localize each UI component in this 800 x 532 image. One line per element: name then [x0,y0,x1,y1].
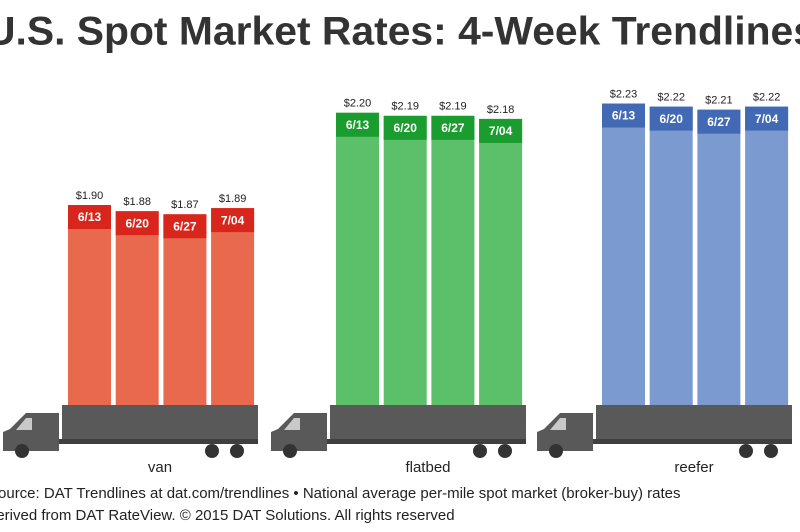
bar-band [745,106,789,131]
value-label: $2.20 [344,98,372,110]
week-label: 7/04 [489,124,513,138]
week-label: 6/20 [394,121,418,135]
truck-cab [537,413,593,451]
week-label: 6/20 [660,112,684,126]
cab-window [550,418,566,430]
wheel [283,444,297,458]
week-label: 6/13 [78,210,102,224]
value-label: $1.90 [76,190,104,202]
bar [697,109,741,405]
truck-cab [3,413,59,451]
week-label: 7/04 [755,112,779,126]
bar-band [479,118,523,143]
bar [336,112,379,405]
bar [115,211,159,405]
source-line: derived from DAT RateView. © 2015 DAT So… [0,507,455,524]
cab-window [284,418,300,430]
value-label: $2.19 [439,101,467,113]
value-label: $1.87 [171,199,199,211]
bar [649,106,693,405]
group-label: flatbed [405,459,450,476]
source-line: Source: DAT Trendlines at dat.com/trendl… [0,485,681,502]
value-label: $2.21 [705,95,733,107]
trailer [330,405,526,439]
bar-band [431,115,475,140]
value-label: $1.88 [123,196,151,208]
bar-band [649,106,693,131]
week-label: 6/13 [612,109,636,123]
bar [745,106,789,405]
trailer-bed [592,439,792,444]
bar-band [602,103,645,128]
bar-band [163,214,207,239]
wheel [15,444,29,458]
wheel [230,444,244,458]
bar [602,103,645,406]
trailer [62,405,258,439]
value-label: $2.23 [610,88,638,100]
chart-title: U.S. Spot Market Rates: 4-Week Trendline… [0,10,800,54]
bar-band [383,115,427,140]
cab-window [16,418,32,430]
value-label: $2.19 [391,101,419,113]
week-label: 6/20 [126,216,150,230]
value-label: $1.89 [219,193,247,205]
bar-band [68,205,111,230]
bar-band [211,208,255,233]
value-label: $2.22 [753,92,781,104]
trailer [596,405,792,439]
trailer-bed [58,439,258,444]
bar-band [336,112,379,137]
bar [431,115,475,405]
value-label: $2.22 [657,92,685,104]
wheel [549,444,563,458]
bar [68,205,111,405]
group-label: reefer [674,459,713,476]
bar-band [115,211,159,236]
bar-band [697,109,741,134]
week-label: 7/04 [221,213,245,227]
wheel [764,444,778,458]
bar [211,208,255,405]
value-label: $2.18 [487,104,515,116]
week-label: 6/27 [441,121,465,135]
bar [383,115,427,405]
week-label: 6/13 [346,118,370,132]
trailer-bed [326,439,526,444]
week-label: 6/27 [173,219,197,233]
truck-cab [271,413,327,451]
wheel [498,444,512,458]
wheel [473,444,487,458]
group-label: van [148,459,172,476]
week-label: 6/27 [707,115,731,129]
bar [479,118,523,406]
bar [163,214,207,405]
wheel [739,444,753,458]
wheel [205,444,219,458]
